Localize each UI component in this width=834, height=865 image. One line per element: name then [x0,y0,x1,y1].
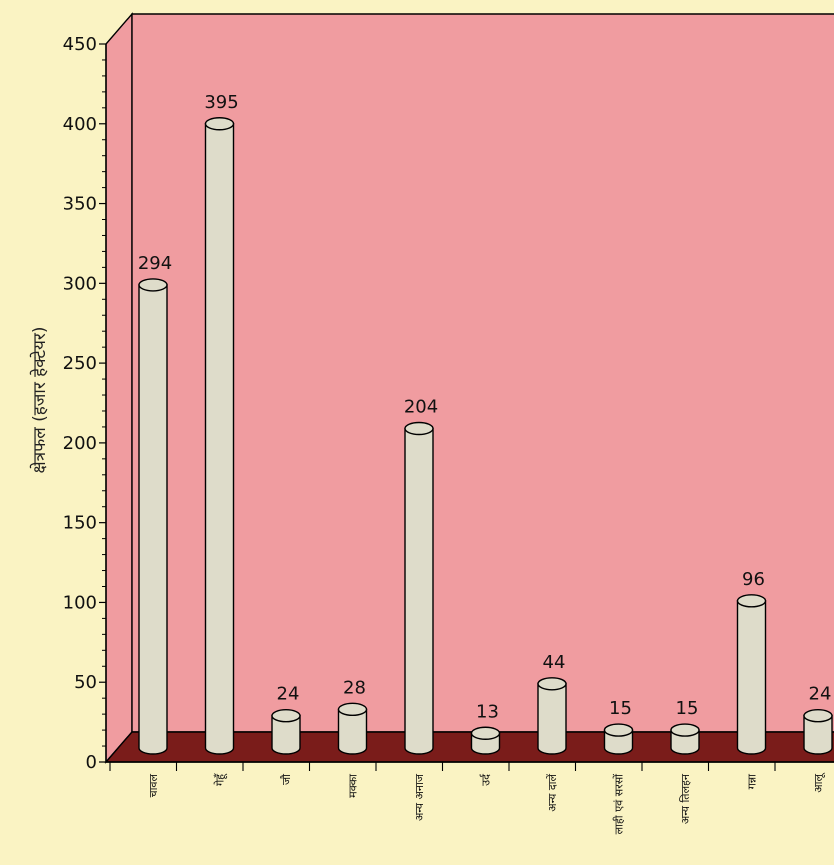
bar [537,677,567,755]
bar-body [337,708,368,755]
data-label: 24 [809,684,832,705]
bars: 294 395 24 28 204 13 44 15 15 96 24 [138,92,833,755]
x-category-label: अन्य दालें [546,773,559,811]
bar-body [670,729,700,755]
bar [603,723,634,755]
y-tick-label: 350 [63,194,97,215]
bar-top [670,723,700,737]
data-label: 15 [609,698,632,719]
bar [736,594,767,755]
bar [337,702,368,755]
x-category-label: उर्द [480,773,493,786]
bar-top [537,677,567,691]
data-label: 13 [476,701,499,722]
x-category-label: गन्ना [746,774,759,789]
bar [470,726,501,755]
bar-body [271,715,301,755]
bar-top [736,594,767,608]
x-axis: चावल गेहूँ जौ मक्का अन्य अनाज उर्द अन्य दालें ल… [106,761,834,835]
bar-body [138,284,168,755]
back-wall [131,13,834,733]
data-label: 15 [676,698,699,719]
bar-top [138,278,168,292]
bar-body [537,683,567,755]
y-tick-label: 400 [63,114,97,135]
data-label: 24 [277,684,300,705]
bar [670,723,700,755]
y-axis: 0 50 100 150 200 250 300 350 400 450 [63,34,107,773]
bar [271,709,301,755]
y-tick-label: 100 [63,592,97,613]
data-label: 395 [204,92,238,113]
bar-top [603,723,634,737]
x-category-label: जौ [280,774,293,785]
data-label: 28 [343,677,366,698]
data-label: 44 [543,652,566,673]
bar [138,278,168,755]
bar [204,117,235,755]
y-axis-title: क्षेत्रफल (हजार हेक्टेयर) [29,327,50,474]
y-tick-label: 450 [63,34,97,55]
y-tick-label: 300 [63,273,97,294]
y-tick-label: 200 [63,433,97,454]
bar-top [271,709,301,723]
bar-body [603,729,634,755]
y-tick-label: 50 [74,672,97,693]
y-tick-label: 0 [86,752,97,773]
side-wall [105,12,133,764]
bar-body [803,715,833,755]
data-label: 294 [138,253,172,274]
bar-top [204,117,235,131]
bar-body [736,600,767,755]
bar-top [404,421,434,436]
bar-top [470,726,501,740]
y-tick-label: 250 [63,353,97,374]
bar-body [204,123,235,755]
x-category-label: अन्य अनाज [413,773,426,821]
x-category-label: मक्का [347,774,360,798]
bar-body [404,427,434,755]
bar-top [337,702,368,717]
x-category-label: लाही एवं सरसों [613,774,626,835]
x-category-label: अन्य तिलहन [679,773,692,824]
x-category-label: आलू [812,772,826,793]
bar-top [803,709,833,723]
x-category-label: गेहूँ [214,773,228,786]
data-label: 96 [742,569,765,590]
data-label: 204 [404,397,438,418]
bar [404,421,434,755]
x-category-label: चावल [147,773,160,797]
bar [803,709,833,755]
y-tick-label: 150 [63,513,97,534]
